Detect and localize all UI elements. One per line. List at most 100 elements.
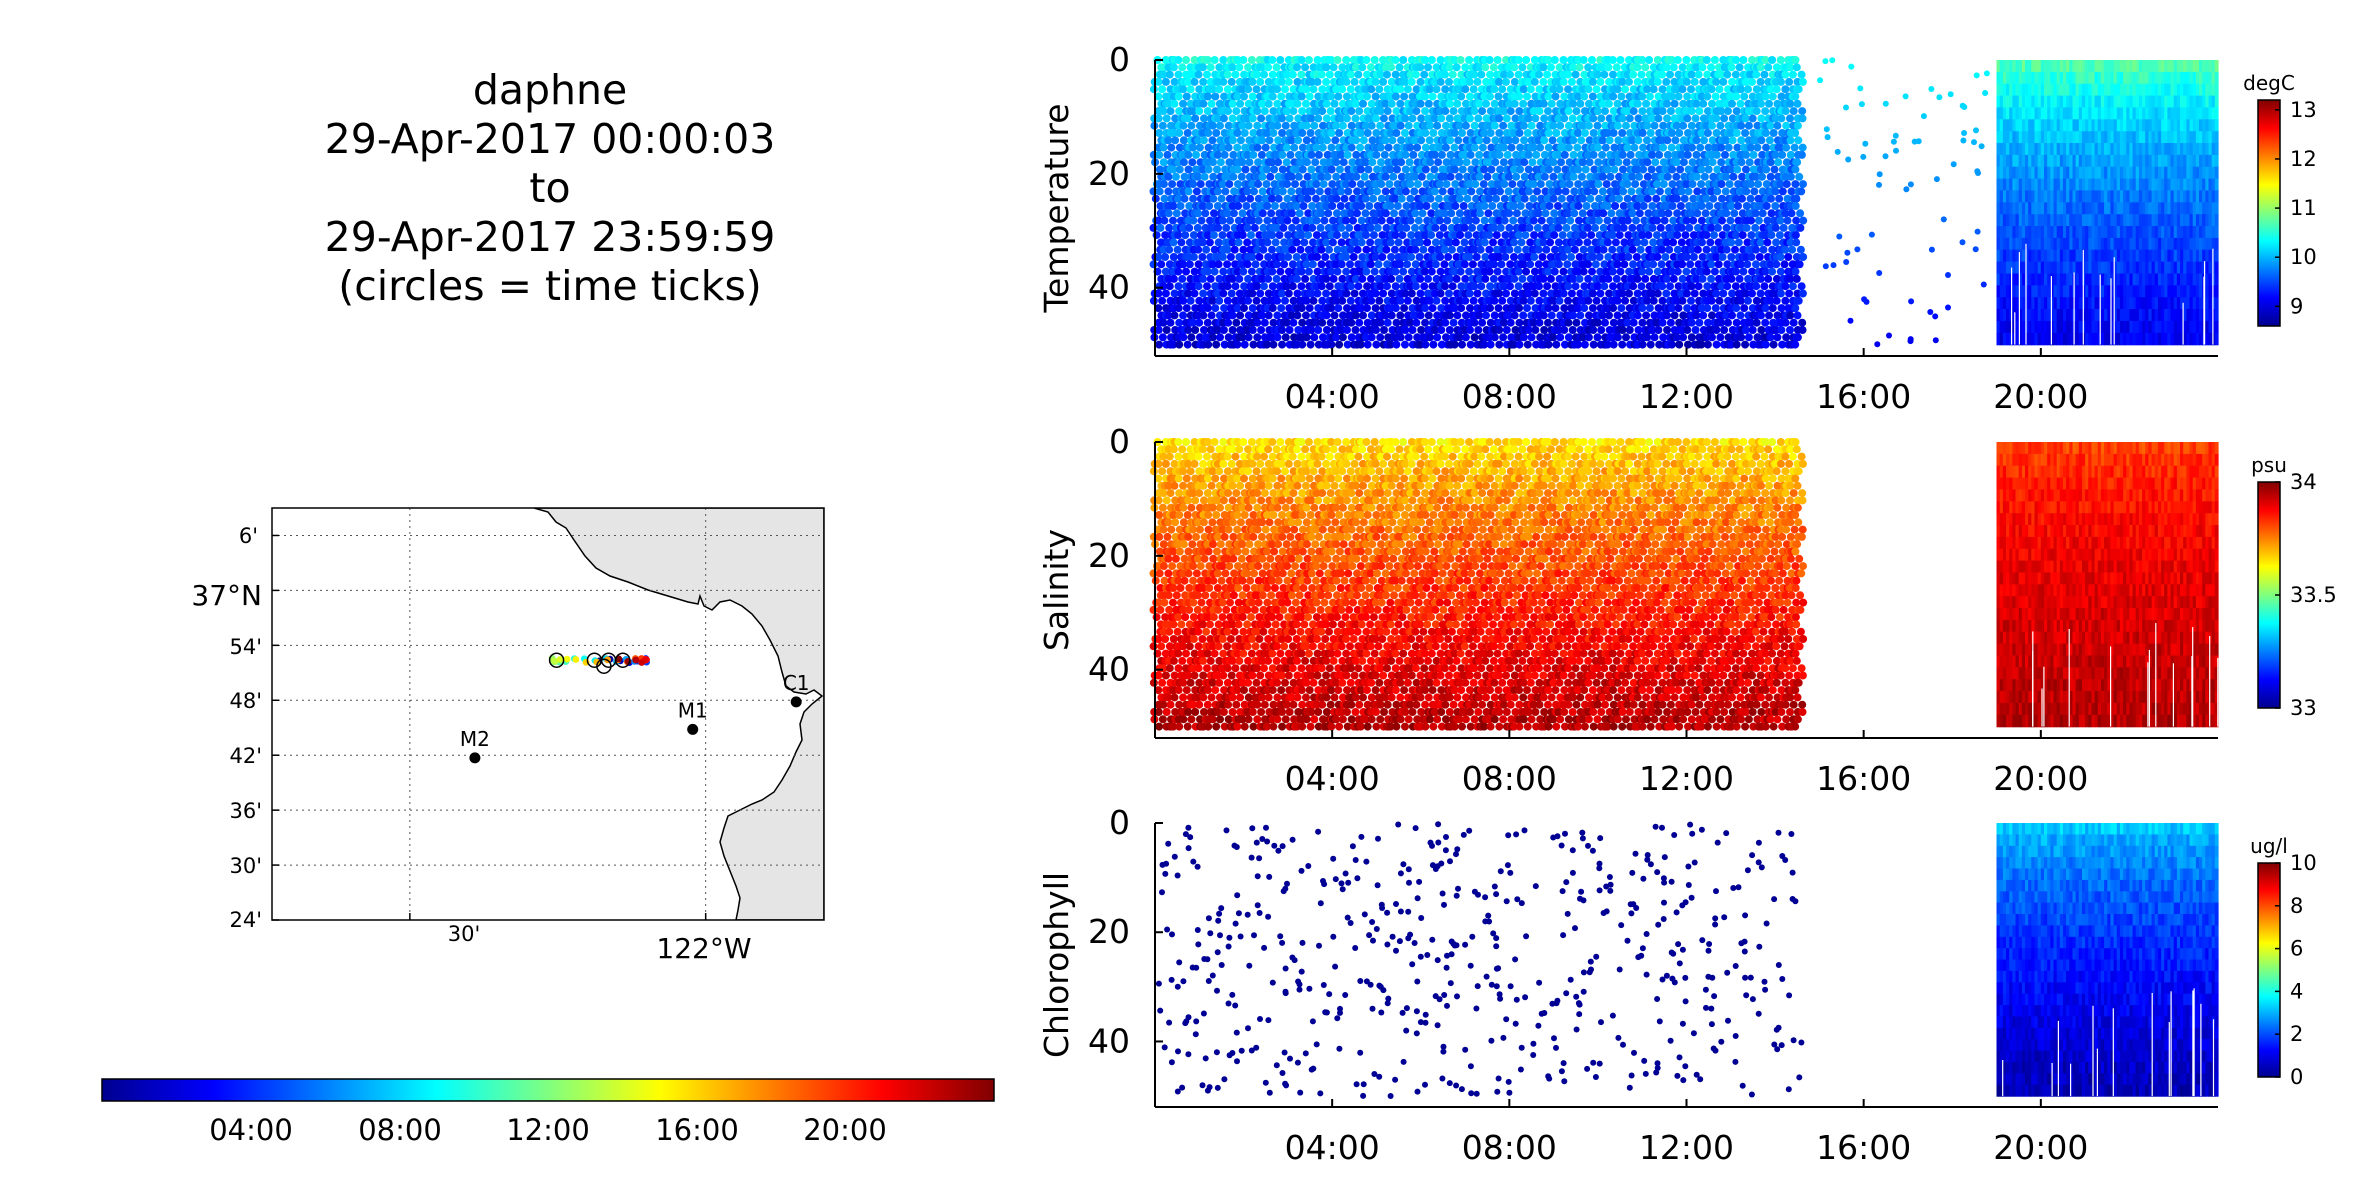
data-point — [1168, 180, 1177, 189]
map-lat-label: 37°N — [191, 579, 262, 612]
data-point — [1202, 245, 1211, 254]
data-point — [1203, 70, 1211, 79]
data-point — [1692, 172, 1701, 181]
data-point — [1648, 187, 1657, 196]
data-point — [1378, 253, 1387, 261]
data-point — [1308, 260, 1317, 269]
data-point — [1327, 340, 1336, 349]
data-point — [1614, 136, 1623, 145]
data-point — [1208, 333, 1217, 342]
data-point — [1223, 70, 1232, 79]
data-point — [1184, 326, 1193, 334]
data-point — [1658, 107, 1667, 116]
data-point — [1238, 194, 1247, 203]
data-point — [1584, 274, 1593, 283]
data-point — [1240, 70, 1249, 79]
data-point — [1178, 274, 1187, 283]
data-point — [1325, 70, 1334, 79]
data-point — [1195, 143, 1204, 152]
data-point — [1534, 209, 1543, 218]
data-point — [1436, 267, 1445, 276]
data-point — [1356, 143, 1365, 152]
data-point — [1757, 114, 1766, 123]
data-point — [1305, 304, 1314, 313]
data-point — [1350, 77, 1359, 86]
data-point — [1422, 202, 1431, 210]
data-point — [1175, 143, 1184, 152]
data-point — [1403, 85, 1412, 94]
data-point — [1223, 172, 1232, 181]
data-point — [1641, 274, 1650, 283]
data-point — [1334, 92, 1343, 101]
data-point — [1341, 231, 1350, 240]
data-point — [1248, 326, 1257, 334]
data-point — [1564, 85, 1573, 94]
data-point — [1722, 223, 1731, 232]
data-point — [1737, 136, 1746, 145]
data-point — [1539, 99, 1548, 108]
data-point — [1276, 56, 1285, 64]
data-point — [1523, 304, 1531, 313]
data-point — [1445, 274, 1454, 283]
data-point — [1480, 202, 1489, 210]
data-point — [1164, 187, 1173, 196]
data-point — [1643, 158, 1652, 167]
data-point — [1535, 282, 1543, 291]
data-point — [1179, 296, 1188, 305]
data-point — [1672, 172, 1681, 181]
data-point — [1179, 99, 1188, 108]
data-point — [1658, 282, 1667, 291]
map-lat-label: 6' — [239, 524, 258, 548]
data-point — [1589, 150, 1598, 159]
data-point — [1274, 158, 1283, 167]
data-point — [1697, 165, 1706, 174]
data-point — [1298, 318, 1307, 327]
data-point — [1255, 253, 1264, 261]
data-point — [1529, 194, 1538, 203]
data-point — [1203, 107, 1212, 116]
data-point — [1424, 63, 1432, 72]
data-point — [1572, 107, 1581, 116]
data-point — [1629, 318, 1638, 327]
data-point — [1257, 326, 1266, 334]
data-point — [1372, 340, 1381, 349]
data-point — [1317, 209, 1326, 218]
data-point — [1238, 85, 1247, 94]
data-point — [1294, 172, 1303, 181]
data-point — [1356, 129, 1365, 137]
data-point — [1266, 172, 1275, 181]
data-point — [1392, 340, 1401, 349]
data-point — [1278, 129, 1287, 137]
data-point — [1618, 340, 1627, 349]
data-point — [1724, 107, 1732, 116]
data-point — [1523, 129, 1532, 137]
data-point — [1343, 150, 1352, 159]
data-point — [1177, 238, 1186, 247]
data-point — [1421, 92, 1430, 101]
data-point — [1416, 77, 1425, 86]
data-point — [1383, 282, 1391, 291]
data-point — [1182, 56, 1190, 64]
data-point — [1540, 326, 1549, 334]
data-point — [1224, 333, 1233, 342]
data-point — [1208, 85, 1217, 94]
data-point — [1663, 99, 1671, 108]
data-point — [1653, 231, 1661, 240]
data-point — [1610, 165, 1619, 174]
data-point — [1717, 180, 1726, 189]
data-point — [1663, 136, 1672, 145]
data-point — [1561, 187, 1570, 196]
data-point — [1219, 267, 1228, 276]
data-point — [1307, 165, 1316, 174]
data-point — [1633, 274, 1642, 283]
time-colorbar-tick: 20:00 — [803, 1113, 887, 1147]
data-point — [1684, 187, 1693, 196]
data-point — [1452, 63, 1461, 72]
data-point — [1703, 282, 1712, 291]
data-point — [1589, 114, 1598, 123]
data-point — [1742, 223, 1751, 232]
data-point — [1543, 282, 1552, 291]
data-point — [1727, 63, 1736, 72]
data-point — [1532, 150, 1541, 159]
data-point — [1589, 340, 1598, 349]
